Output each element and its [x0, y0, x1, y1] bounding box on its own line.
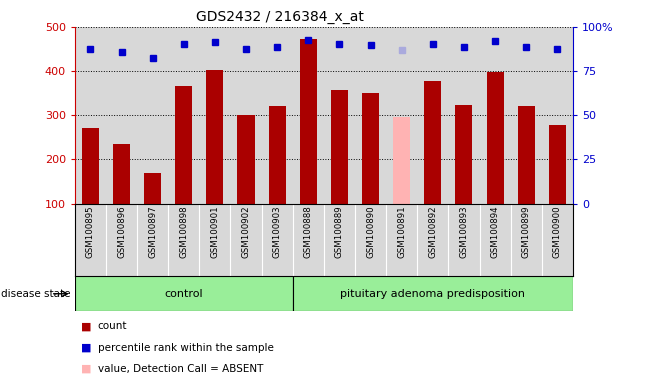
Text: GSM100889: GSM100889	[335, 206, 344, 258]
Bar	[175, 86, 192, 204]
Bar	[238, 115, 255, 204]
Text: GSM100897: GSM100897	[148, 206, 157, 258]
Text: ■: ■	[81, 343, 92, 353]
Bar	[293, 276, 573, 311]
Text: disease state: disease state	[1, 289, 70, 299]
Bar	[393, 118, 410, 204]
Text: GSM100894: GSM100894	[491, 206, 499, 258]
Bar	[331, 90, 348, 204]
Text: GSM100896: GSM100896	[117, 206, 126, 258]
Text: GSM100891: GSM100891	[397, 206, 406, 258]
Text: GSM100901: GSM100901	[210, 206, 219, 258]
Bar	[456, 106, 473, 204]
Text: GSM100895: GSM100895	[86, 206, 95, 258]
Text: GSM100898: GSM100898	[179, 206, 188, 258]
Text: GDS2432 / 216384_x_at: GDS2432 / 216384_x_at	[196, 10, 364, 23]
Bar	[144, 173, 161, 204]
Bar	[424, 81, 441, 204]
Bar	[486, 72, 504, 204]
Bar	[518, 106, 534, 204]
Bar	[549, 125, 566, 204]
Text: control: control	[165, 289, 203, 299]
Text: pituitary adenoma predisposition: pituitary adenoma predisposition	[340, 289, 525, 299]
Text: GSM100903: GSM100903	[273, 206, 282, 258]
Text: GSM100892: GSM100892	[428, 206, 437, 258]
Text: GSM100900: GSM100900	[553, 206, 562, 258]
Text: GSM100893: GSM100893	[460, 206, 469, 258]
Bar	[113, 144, 130, 204]
Bar	[82, 128, 99, 204]
Text: count: count	[98, 321, 127, 331]
Text: ■: ■	[81, 321, 92, 331]
Bar	[75, 276, 293, 311]
Text: ■: ■	[81, 364, 92, 374]
Bar	[299, 39, 317, 204]
Text: GSM100888: GSM100888	[304, 206, 313, 258]
Text: GSM100890: GSM100890	[366, 206, 375, 258]
Text: GSM100902: GSM100902	[242, 206, 251, 258]
Text: value, Detection Call = ABSENT: value, Detection Call = ABSENT	[98, 364, 263, 374]
Bar	[269, 106, 286, 204]
Bar	[362, 93, 379, 204]
Text: percentile rank within the sample: percentile rank within the sample	[98, 343, 273, 353]
Text: GSM100899: GSM100899	[521, 206, 531, 258]
Bar	[206, 70, 223, 204]
